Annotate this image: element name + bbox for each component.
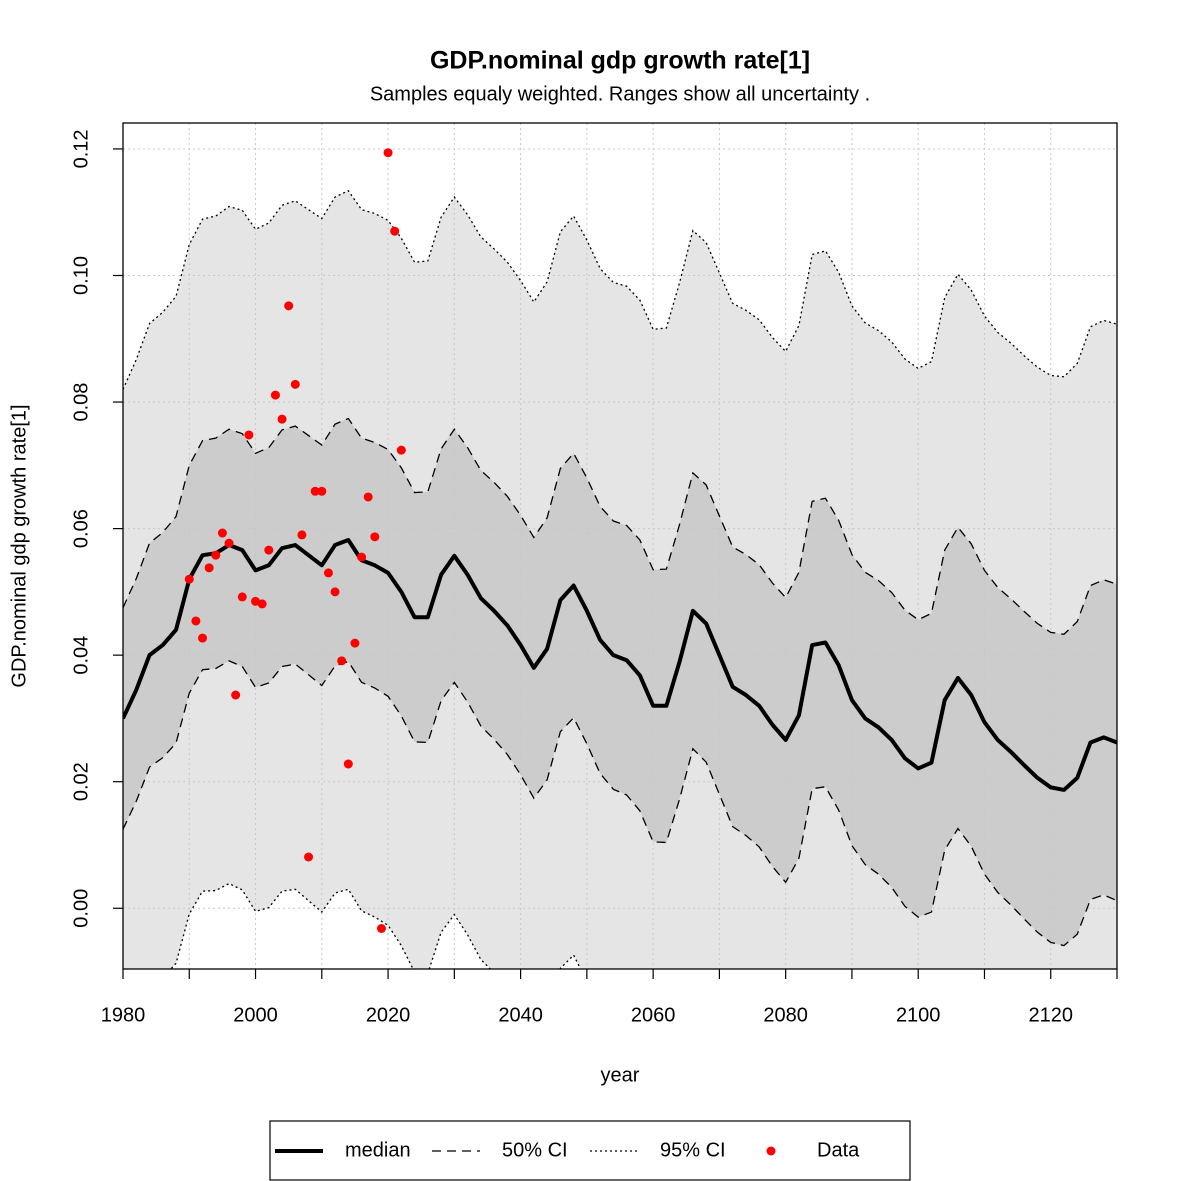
y-tick-label: 0.10: [70, 256, 92, 295]
data-point: [337, 656, 347, 666]
y-tick-label: 0.12: [70, 129, 92, 168]
data-point: [323, 568, 333, 578]
data-point: [363, 492, 373, 502]
ci-line: [123, 660, 1117, 947]
x-tick-label: 2080: [763, 1004, 808, 1026]
ci-line: [123, 417, 1117, 635]
median-line: [123, 537, 1117, 792]
y-axis-label: GDP.nominal gdp growth rate[1]: [8, 404, 30, 687]
y-tick-label: 0.00: [70, 889, 92, 928]
data-point: [350, 638, 360, 648]
data-point: [244, 430, 254, 440]
data-point: [237, 592, 247, 602]
data-point: [217, 528, 227, 538]
y-tick-label: 0.04: [70, 636, 92, 675]
data-point: [317, 486, 327, 496]
plot-area: [123, 123, 1117, 969]
data-point: [310, 486, 320, 496]
data-point: [376, 924, 386, 934]
x-tick-label: 2040: [498, 1004, 543, 1026]
data-point: [396, 445, 406, 455]
x-tick-label: 2020: [366, 1004, 411, 1026]
data-point: [231, 690, 241, 700]
data-point: [184, 574, 194, 584]
data-point: [257, 599, 267, 609]
y-tick-label: 0.06: [70, 509, 92, 548]
legend-label: Data: [817, 1139, 860, 1161]
data-point: [198, 633, 208, 643]
data-point: [330, 587, 340, 597]
data-point: [224, 538, 234, 548]
chart-title: GDP.nominal gdp growth rate[1]: [430, 47, 810, 75]
band-fill: [123, 418, 1117, 946]
data-point: [191, 616, 201, 626]
data-point: [284, 301, 294, 311]
legend-label: 50% CI: [502, 1139, 568, 1161]
legend-label: 95% CI: [660, 1139, 726, 1161]
x-axis-label: year: [601, 1064, 640, 1086]
data-point: [370, 532, 380, 542]
data-point: [264, 545, 274, 555]
data-point: [383, 148, 393, 158]
data-point: [343, 759, 353, 769]
x-tick-label: 2120: [1028, 1004, 1073, 1026]
legend-label: median: [345, 1139, 411, 1161]
x-tick-label: 2100: [896, 1004, 941, 1026]
plot-frame: [122, 122, 1118, 970]
data-point: [390, 226, 400, 236]
y-tick-label: 0.02: [70, 762, 92, 801]
data-point: [204, 563, 214, 573]
data-point: [290, 379, 300, 389]
data-point: [304, 852, 314, 862]
legend-box: [269, 1120, 911, 1181]
legend-symbol: [766, 1146, 776, 1156]
x-tick-label: 2000: [233, 1004, 278, 1026]
chart-subtitle: Samples equaly weighted. Ranges show all…: [370, 83, 870, 105]
y-tick-label: 0.08: [70, 383, 92, 422]
data-point: [211, 550, 221, 560]
data-point: [297, 530, 307, 540]
x-tick-label: 1980: [101, 1004, 146, 1026]
data-point: [270, 390, 280, 400]
data-point: [277, 414, 287, 424]
data-point: [357, 552, 367, 562]
x-tick-label: 2060: [631, 1004, 676, 1026]
ci-line: [123, 189, 1117, 390]
